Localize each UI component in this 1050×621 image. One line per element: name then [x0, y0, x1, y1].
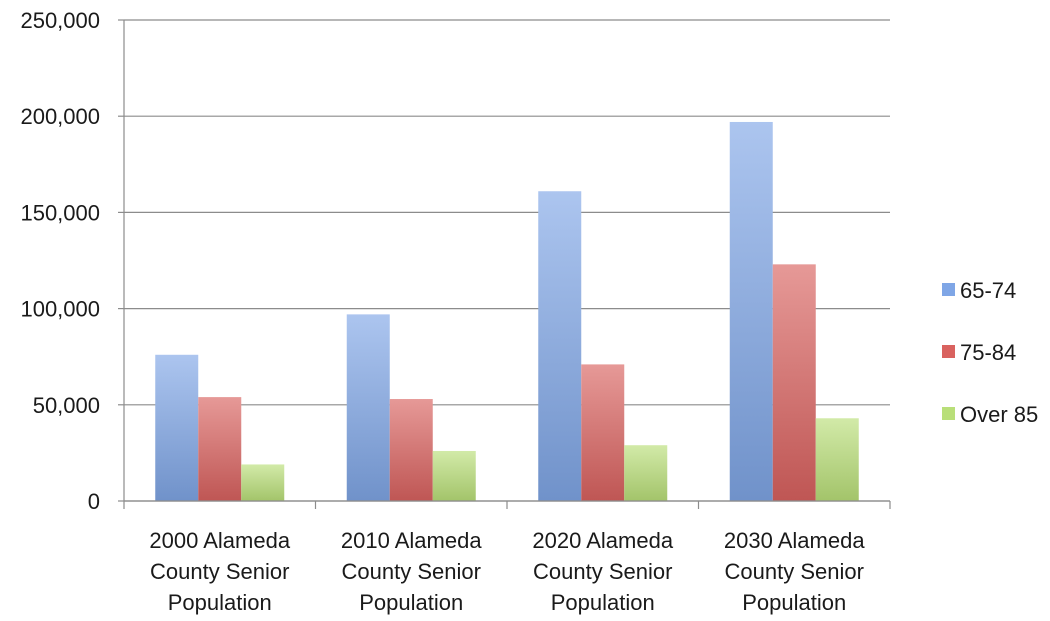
legend-swatch	[942, 345, 955, 358]
x-category-label: 2030 Alameda County Senior Population	[724, 528, 865, 615]
bar-over-85-2	[624, 445, 668, 501]
bar-layer	[155, 121, 859, 502]
bar-65-74-0	[155, 354, 199, 501]
bar-75-84-2	[581, 364, 625, 501]
y-tick-label: 50,000	[33, 393, 100, 418]
legend-swatch	[942, 283, 955, 296]
bar-over-85-1	[432, 450, 476, 501]
bar-65-74-1	[346, 314, 390, 501]
bar-75-84-3	[772, 264, 816, 501]
x-category-label: 2000 Alameda County Senior Population	[149, 528, 290, 615]
legend: 65-74 75-84 Over 85	[942, 278, 1038, 427]
bar-75-84-0	[198, 397, 242, 501]
y-tick-label: 100,000	[20, 297, 100, 322]
y-tick-label: 150,000	[20, 200, 100, 225]
legend-swatch	[942, 407, 955, 420]
axis-layer: 0 50,000 100,000 150,000 200,000 250,000 2000 …	[20, 8, 891, 615]
bar-75-84-1	[389, 399, 433, 501]
bar-over-85-3	[815, 418, 859, 501]
x-category-label: 2010 Alameda County Senior Population	[341, 528, 482, 615]
bar-65-74-2	[538, 191, 582, 501]
x-category-label: 2020 Alameda County Senior Population	[532, 528, 673, 615]
legend-label: Over 85	[960, 402, 1038, 427]
bar-over-85-0	[241, 464, 285, 501]
y-tick-label: 0	[88, 489, 100, 514]
y-tick-label: 200,000	[20, 104, 100, 129]
legend-label: 75-84	[960, 340, 1016, 365]
bar-65-74-3	[729, 121, 773, 502]
legend-label: 65-74	[960, 278, 1016, 303]
y-tick-label: 250,000	[20, 8, 100, 33]
